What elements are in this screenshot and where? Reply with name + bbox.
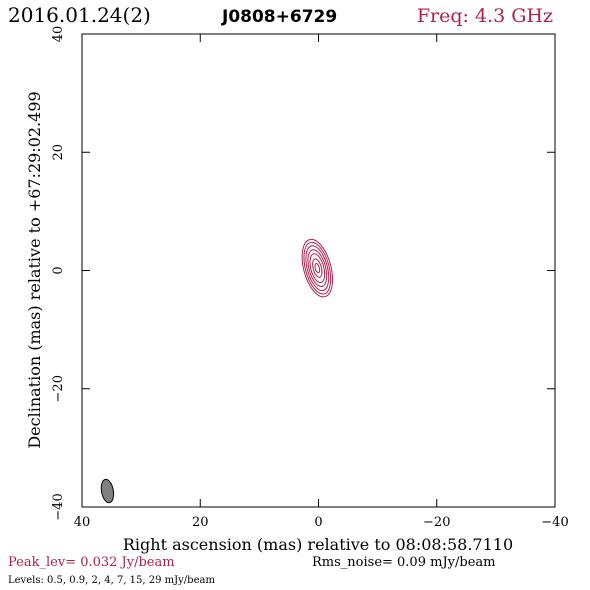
x-tick-label: −20 [423,515,450,530]
y-axis-label: Declination (mas) relative to +67:29:02.… [25,91,44,448]
x-tick-label: 20 [192,515,209,530]
contour-level [303,241,332,295]
contour-level [312,258,323,278]
x-axis-label: Right ascension (mas) relative to 08:08:… [123,535,513,554]
y-tick-label: −20 [51,375,66,402]
tick-label-group: 40 20 0 −20 −40 −40 −20 0 20 40 [51,26,569,530]
contour-group [301,238,334,298]
plot-frame [81,33,556,508]
x-tick-label: 0 [314,515,322,530]
source-name: J0808+6729 [221,7,337,27]
y-tick-label: 20 [51,144,66,161]
contour-level [314,263,321,274]
y-tick-label: 40 [51,26,66,43]
beam-group [100,478,115,504]
tick-group [81,33,556,508]
contour-level [307,249,328,288]
frequency-label: Freq: 4.3 GHz [417,5,553,27]
contour-level [305,245,330,292]
beam-ellipse [100,478,115,504]
y-tick-label: −40 [51,493,66,520]
contour-levels: Levels: 0.5, 0.9, 2, 4, 7, 15, 29 mJy/be… [8,575,215,586]
peak-level: Peak_lev= 0.032 Jy/beam [8,555,175,570]
contour-level [301,238,334,298]
y-tick-label: 0 [51,266,66,274]
contour-level [309,253,326,284]
rms-noise: Rms_noise= 0.09 mJy/beam [312,555,495,570]
x-tick-label: 40 [74,515,91,530]
x-tick-label: −40 [541,515,568,530]
epoch-date: 2016.01.24(2) [8,3,151,27]
